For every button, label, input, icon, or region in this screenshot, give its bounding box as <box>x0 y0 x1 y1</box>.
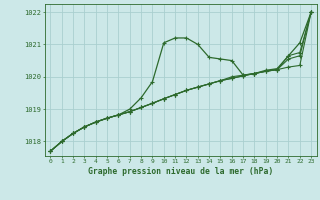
X-axis label: Graphe pression niveau de la mer (hPa): Graphe pression niveau de la mer (hPa) <box>88 167 273 176</box>
